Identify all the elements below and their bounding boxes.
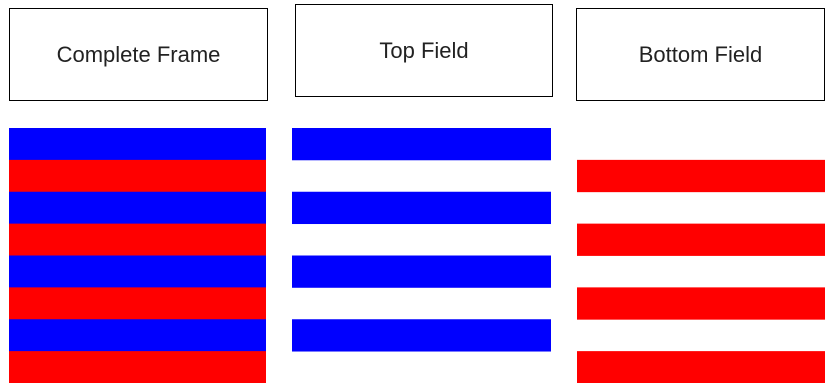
complete-frame-stripes xyxy=(9,128,266,383)
complete-frame-blue-line-7 xyxy=(9,319,266,352)
bottom-field-stripes xyxy=(577,159,825,383)
top-field-blue-line-3 xyxy=(292,191,551,225)
complete-frame-label: Complete Frame xyxy=(56,41,221,67)
bottom-field-red-line-8 xyxy=(577,351,825,383)
complete-frame-blue-line-1 xyxy=(9,128,266,161)
top-field-stripes xyxy=(292,128,551,352)
top-field-blue-line-1 xyxy=(292,128,551,161)
complete-frame-label-box: Complete Frame xyxy=(9,8,268,101)
complete-frame-red-line-6 xyxy=(9,287,266,320)
top-field-label-box: Top Field xyxy=(295,4,553,97)
bottom-field-red-line-4 xyxy=(577,223,825,256)
top-field-label: Top Field xyxy=(379,37,469,63)
complete-frame-red-line-2 xyxy=(9,159,266,193)
bottom-field-label-box: Bottom Field xyxy=(576,8,825,101)
top-field-blue-line-5 xyxy=(292,255,551,288)
bottom-field-label: Bottom Field xyxy=(638,41,763,67)
bottom-field-red-line-6 xyxy=(577,287,825,320)
top-field-blue-line-7 xyxy=(292,319,551,352)
bottom-field-red-line-2 xyxy=(577,159,825,193)
complete-frame-blue-line-3 xyxy=(9,191,266,225)
complete-frame-red-line-8 xyxy=(9,351,266,383)
complete-frame-blue-line-5 xyxy=(9,255,266,288)
complete-frame-red-line-4 xyxy=(9,223,266,256)
